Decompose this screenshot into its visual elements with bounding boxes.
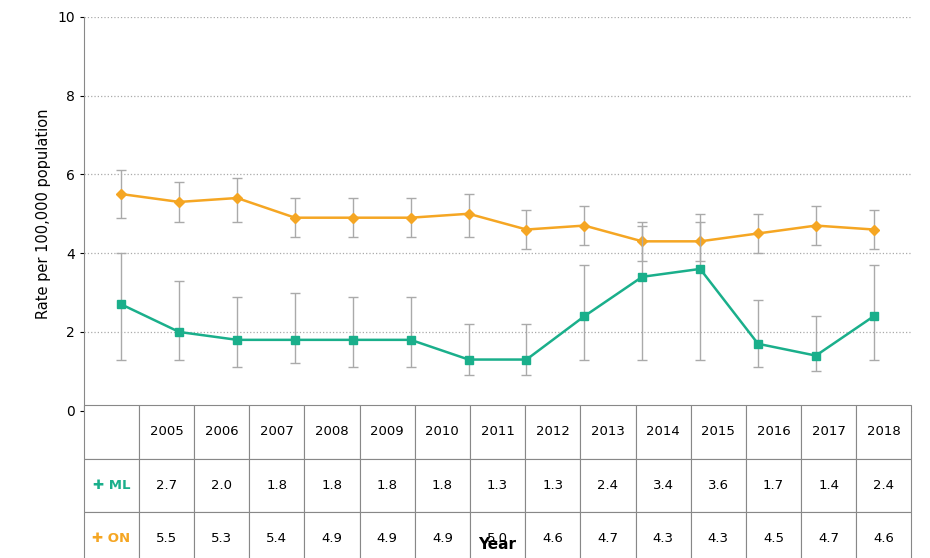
Y-axis label: Rate per 100,000 population: Rate per 100,000 population: [36, 108, 51, 319]
Text: Year: Year: [479, 537, 516, 552]
